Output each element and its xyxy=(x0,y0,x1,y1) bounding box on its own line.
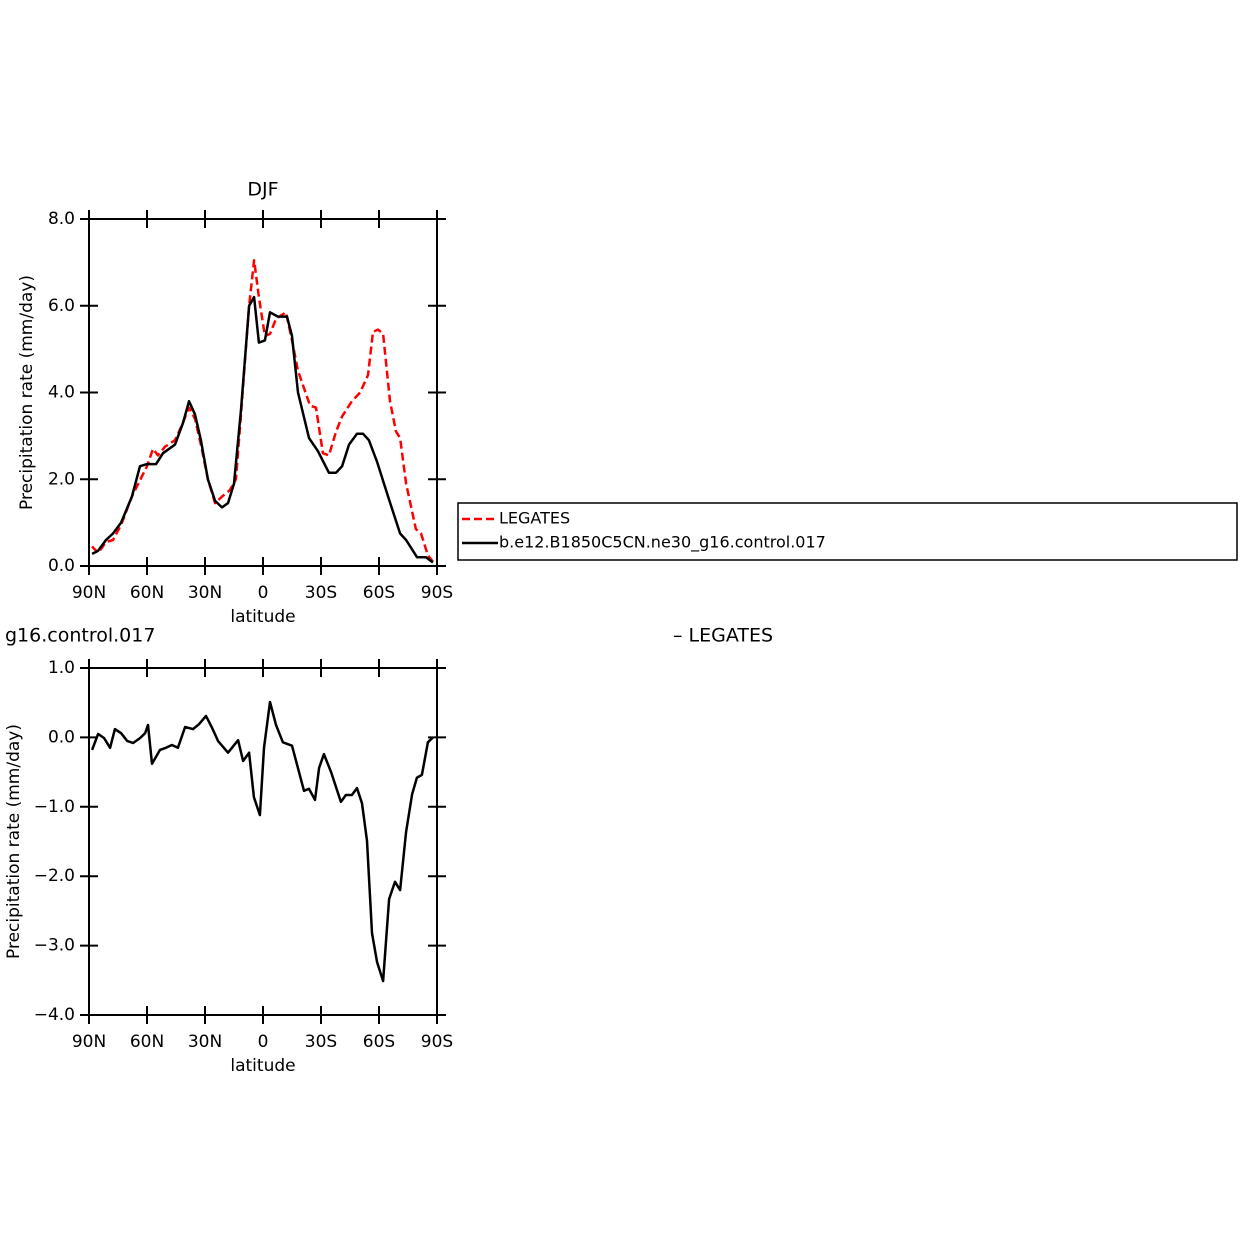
y-tick-label: 0.0 xyxy=(48,727,75,747)
x-tick-label: 90N xyxy=(72,583,106,603)
y-tick-label: 4.0 xyxy=(48,383,75,403)
data-line xyxy=(91,295,434,564)
chart-title-right: – LEGATES xyxy=(673,625,773,647)
legend-label: LEGATES xyxy=(499,509,570,528)
y-axis-label: Precipitation rate (mm/day) xyxy=(17,275,37,510)
x-tick-label: 90S xyxy=(421,583,453,603)
x-tick-label: 0 xyxy=(258,1032,269,1052)
chart-title-left: g16.control.017 xyxy=(5,625,155,647)
legend-box xyxy=(457,502,1238,561)
x-tick-label: 90N xyxy=(72,1032,106,1052)
x-tick-label: 30S xyxy=(305,1032,337,1052)
data-line xyxy=(90,700,434,983)
x-tick-label: 60N xyxy=(130,583,164,603)
legend-label: b.e12.B1850C5CN.ne30_g16.control.017 xyxy=(499,533,826,553)
y-tick-label: 6.0 xyxy=(48,296,75,316)
y-tick-label: 2.0 xyxy=(48,469,75,489)
x-tick-label: 30N xyxy=(188,1032,222,1052)
y-tick-label: 8.0 xyxy=(48,209,75,229)
y-tick-label: −1.0 xyxy=(34,797,75,817)
x-tick-label: 0 xyxy=(258,583,269,603)
x-tick-label: 60S xyxy=(363,583,395,603)
x-axis-label: latitude xyxy=(230,1056,295,1076)
x-tick-label: 90S xyxy=(421,1032,453,1052)
y-tick-label: 1.0 xyxy=(48,658,75,678)
y-axis-label: Precipitation rate (mm/day) xyxy=(4,724,24,959)
y-tick-label: 0.0 xyxy=(48,556,75,576)
x-tick-label: 60S xyxy=(363,1032,395,1052)
y-tick-label: −2.0 xyxy=(34,866,75,886)
x-tick-label: 30N xyxy=(188,583,222,603)
x-tick-label: 30S xyxy=(305,583,337,603)
x-tick-label: 60N xyxy=(130,1032,164,1052)
y-tick-label: −3.0 xyxy=(34,936,75,956)
data-line xyxy=(91,258,434,563)
chart-title: DJF xyxy=(247,179,278,201)
y-tick-label: −4.0 xyxy=(34,1005,75,1025)
x-axis-label: latitude xyxy=(230,607,295,627)
